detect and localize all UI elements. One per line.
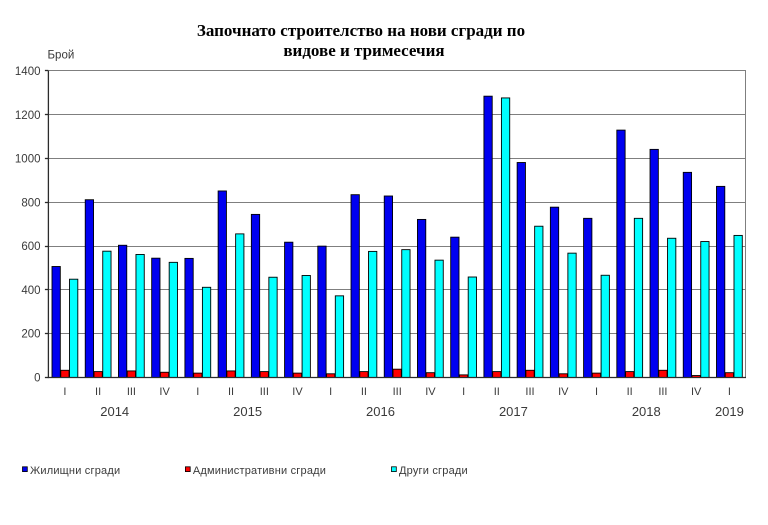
svg-text:видове и тримесечия: видове и тримесечия — [283, 41, 444, 60]
svg-text:1200: 1200 — [15, 110, 41, 122]
svg-text:I: I — [728, 386, 731, 398]
svg-text:IV: IV — [425, 386, 436, 398]
svg-text:0: 0 — [34, 373, 40, 385]
svg-text:I: I — [196, 386, 199, 398]
svg-text:200: 200 — [21, 329, 40, 341]
svg-text:Други сгради: Други сгради — [399, 465, 468, 477]
svg-text:600: 600 — [21, 241, 40, 253]
svg-text:2015: 2015 — [233, 404, 262, 419]
svg-text:IV: IV — [691, 386, 702, 398]
svg-text:III: III — [658, 386, 667, 398]
svg-text:Административни сгради: Административни сгради — [193, 465, 326, 477]
svg-text:Брой: Брой — [48, 50, 75, 62]
svg-text:2018: 2018 — [632, 404, 661, 419]
svg-text:1400: 1400 — [15, 66, 41, 78]
svg-text:Жилищни сгради: Жилищни сгради — [30, 465, 120, 477]
svg-text:I: I — [63, 386, 66, 398]
svg-text:1000: 1000 — [15, 154, 41, 166]
svg-text:II: II — [361, 386, 367, 398]
svg-text:III: III — [260, 386, 269, 398]
svg-text:2017: 2017 — [499, 404, 528, 419]
svg-text:I: I — [329, 386, 332, 398]
svg-text:III: III — [127, 386, 136, 398]
svg-text:IV: IV — [159, 386, 170, 398]
svg-text:I: I — [595, 386, 598, 398]
svg-text:II: II — [95, 386, 101, 398]
svg-text:I: I — [462, 386, 465, 398]
svg-text:Започнато строителство на нови: Започнато строителство на нови сгради по — [197, 21, 525, 40]
svg-text:2016: 2016 — [366, 404, 395, 419]
svg-text:400: 400 — [21, 285, 40, 297]
svg-text:III: III — [525, 386, 534, 398]
svg-text:2019: 2019 — [715, 404, 744, 419]
svg-text:IV: IV — [292, 386, 303, 398]
svg-text:III: III — [393, 386, 402, 398]
svg-text:2014: 2014 — [100, 404, 129, 419]
svg-text:II: II — [228, 386, 234, 398]
svg-text:II: II — [494, 386, 500, 398]
svg-text:IV: IV — [558, 386, 569, 398]
svg-text:II: II — [627, 386, 633, 398]
svg-text:800: 800 — [21, 197, 40, 209]
